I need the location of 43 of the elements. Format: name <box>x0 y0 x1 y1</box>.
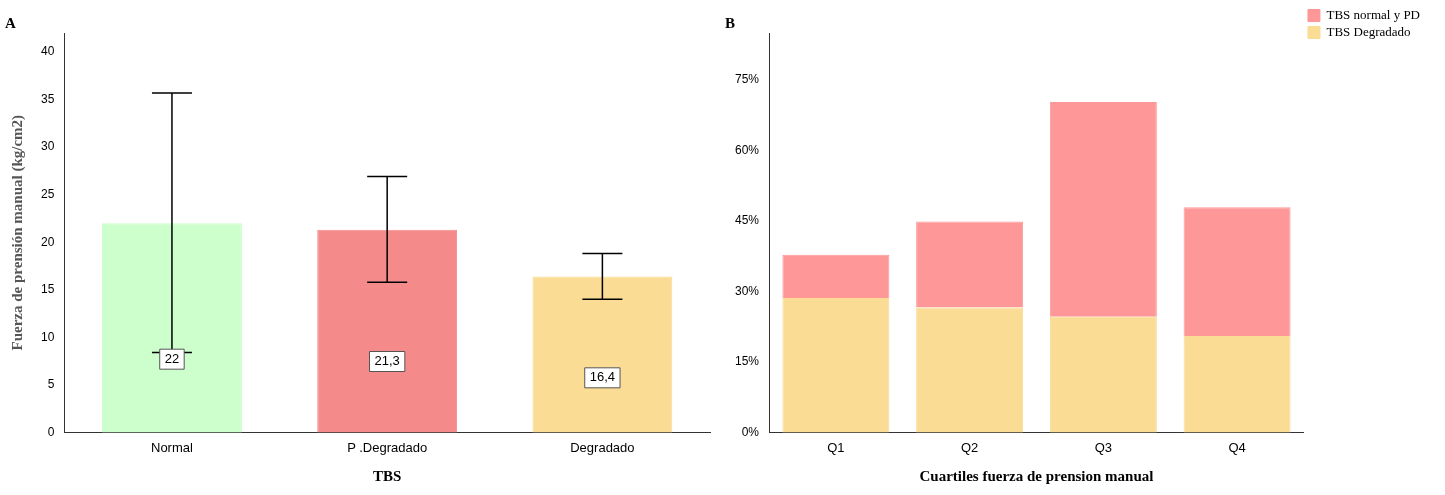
y-tick-label: 75% <box>734 72 760 87</box>
x-tick-label: Q4 <box>1228 439 1246 455</box>
data-label: 21,3 <box>374 353 400 369</box>
y-tick-label: 25 <box>40 186 55 201</box>
x-axis-title: Cuartiles fuerza de prension manual <box>919 467 1154 484</box>
bar <box>1049 102 1157 317</box>
x-tick-label: Normal <box>151 439 194 455</box>
x-tick-label: Degradado <box>570 439 635 455</box>
y-tick-label: 35 <box>40 91 55 106</box>
bar <box>532 276 673 433</box>
bar <box>102 223 242 433</box>
bar <box>782 298 890 433</box>
legend-label: TBS Degradado <box>1326 23 1411 39</box>
bar <box>1183 207 1291 337</box>
y-axis-title: Fuerza de prensión manual (kg/cm2) <box>8 114 26 351</box>
y-tick-label: 0% <box>741 424 760 439</box>
y-tick-label: 15 <box>40 282 55 297</box>
x-tick-label: Q2 <box>960 439 979 455</box>
bar <box>916 307 1024 433</box>
bar <box>782 254 890 299</box>
y-tick-label: 15% <box>734 354 760 369</box>
y-tick-label: 40 <box>40 44 55 59</box>
y-tick-label: 30 <box>40 139 55 154</box>
y-tick-label: 45% <box>734 213 760 228</box>
x-tick-label: Q3 <box>1094 439 1113 455</box>
x-tick-label: P .Degradado <box>347 439 428 455</box>
bar <box>916 221 1024 308</box>
x-tick-label: Q1 <box>827 439 845 455</box>
y-tick-label: 20 <box>40 234 55 249</box>
y-tick-label: 5 <box>47 377 55 392</box>
bar <box>317 229 458 433</box>
chart-title: B <box>725 14 736 31</box>
y-tick-label: 30% <box>734 283 760 298</box>
y-tick-label: 10 <box>40 329 55 344</box>
bar <box>1183 336 1291 433</box>
chart-title: A <box>5 14 16 31</box>
y-tick-label: 60% <box>734 142 760 157</box>
data-label: 22 <box>164 350 180 366</box>
x-axis-title: TBS <box>372 467 402 484</box>
data-label: 16,4 <box>589 369 616 385</box>
legend-label: TBS normal y PD <box>1326 6 1421 22</box>
y-tick-label: 0 <box>47 424 55 439</box>
bar <box>1049 316 1157 433</box>
